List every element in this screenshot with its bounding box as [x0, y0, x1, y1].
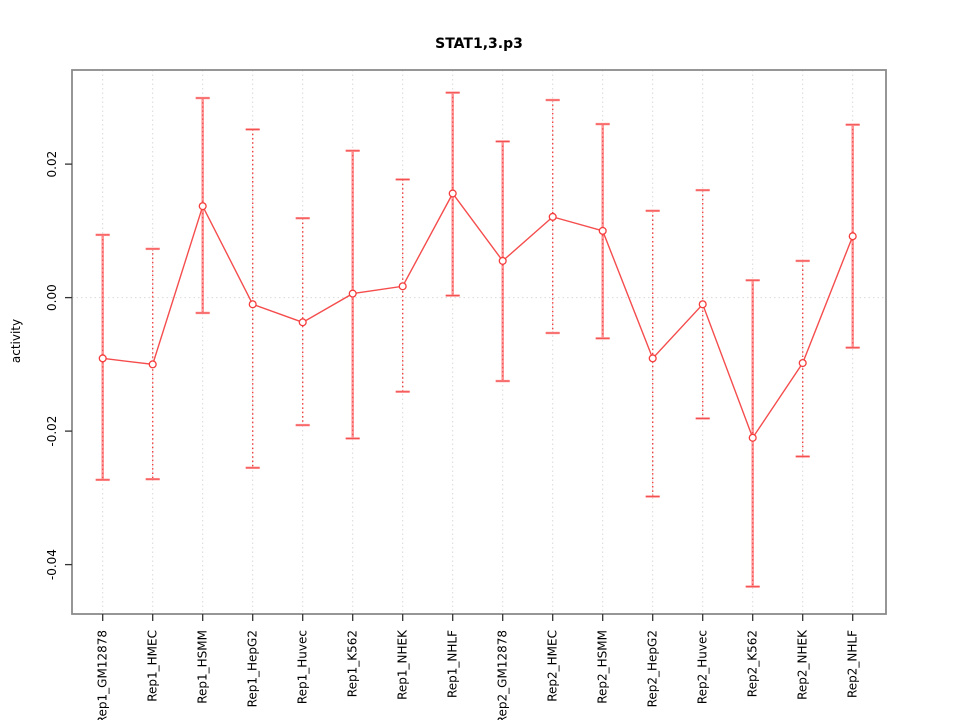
x-category-label: Rep2_HMEC: [546, 630, 560, 702]
series-line: [102, 192, 854, 440]
x-category-label: Rep2_K562: [746, 630, 760, 697]
plot-frame: [71, 69, 887, 615]
x-category-label: Rep1_K562: [346, 630, 360, 697]
data-point: [798, 358, 807, 368]
x-category-label: Rep2_HSMM: [596, 630, 610, 704]
y-axis-title: activity: [9, 318, 23, 364]
data-point: [648, 354, 657, 363]
x-category-label: Rep2_HepG2: [646, 630, 660, 707]
data-point: [848, 232, 857, 241]
data-point: [448, 189, 457, 198]
x-category-label: Rep2_NHEK: [796, 629, 810, 700]
x-category-label: Rep1_HMEC: [146, 630, 160, 702]
x-category-label: Rep1_GM12878: [96, 630, 110, 720]
data-point: [348, 289, 357, 298]
data-point: [398, 282, 407, 291]
x-category-label: Rep1_HSMM: [196, 630, 210, 704]
y-tick-label: -0.02: [45, 416, 59, 447]
data-point: [498, 256, 507, 265]
data-point: [248, 300, 257, 309]
y-tick-label: -0.04: [45, 549, 59, 580]
x-category-label: Rep1_NHEK: [396, 629, 410, 700]
data-point: [748, 433, 757, 442]
x-category-label: Rep1_Huvec: [296, 630, 310, 704]
y-tick-label: 0.00: [45, 284, 59, 311]
y-tick-label: 0.02: [45, 151, 59, 178]
data-point: [698, 300, 707, 309]
data-point: [598, 226, 607, 235]
data-point: [298, 318, 307, 327]
data-point: [148, 360, 157, 369]
x-category-label: Rep1_HepG2: [246, 630, 260, 707]
data-point: [548, 212, 557, 221]
x-category-label: Rep2_NHLF: [846, 630, 860, 698]
data-point: [198, 202, 207, 211]
data-point: [98, 354, 107, 363]
x-category-label: Rep2_GM12878: [496, 630, 510, 720]
x-category-label: Rep1_NHLF: [446, 630, 460, 698]
chart-title: STAT1,3.p3: [435, 36, 523, 52]
x-category-label: Rep2_Huvec: [696, 630, 710, 704]
